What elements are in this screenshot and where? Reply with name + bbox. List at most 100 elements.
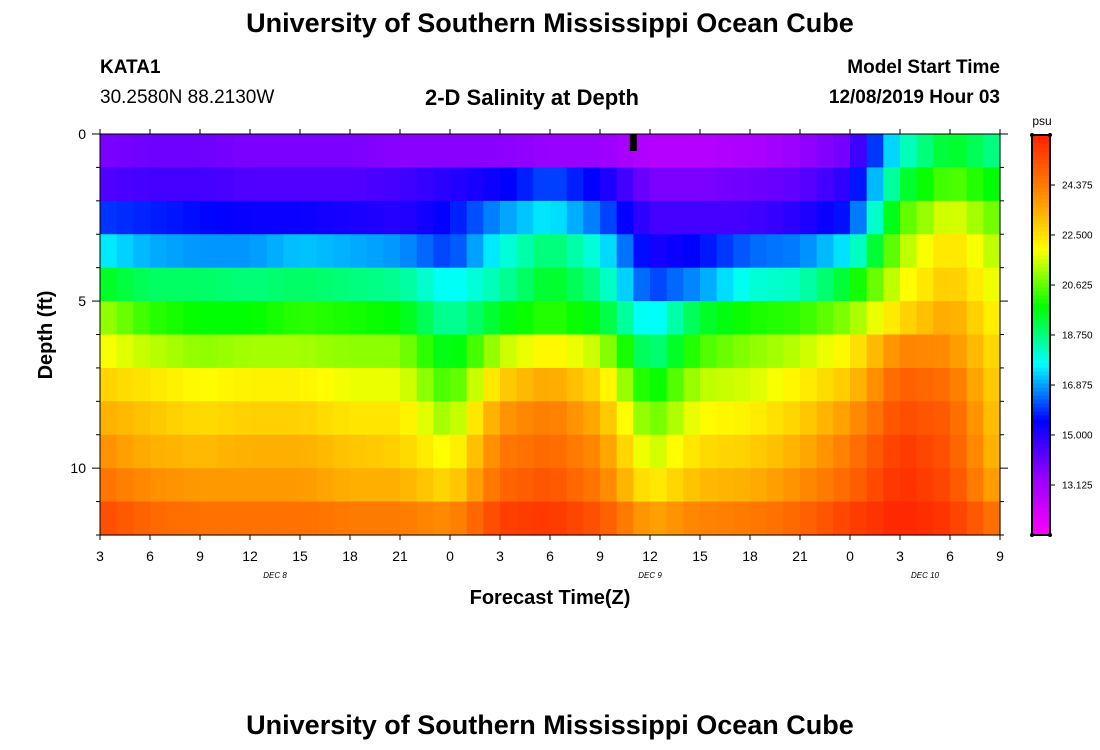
heatmap-cell — [666, 234, 684, 269]
colorbar-label: 15.000 — [1062, 431, 1093, 442]
colorbar-swatch — [1032, 167, 1050, 172]
heatmap-cell — [700, 167, 718, 202]
colorbar-swatch — [1032, 207, 1050, 212]
heatmap-cell — [783, 301, 801, 336]
heatmap-cell — [966, 134, 984, 169]
heatmap-cell — [766, 267, 784, 302]
heatmap-cell — [850, 134, 868, 169]
colorbar-end-dot — [1048, 133, 1052, 137]
heatmap-cell — [166, 334, 184, 369]
y-tick-label: 10 — [70, 460, 86, 476]
heatmap-cell — [766, 367, 784, 402]
heatmap-cell — [166, 234, 184, 269]
heatmap-cell — [316, 434, 334, 469]
heatmap-cell — [633, 167, 651, 202]
heatmap-cell — [116, 267, 134, 302]
heatmap-cell — [400, 301, 418, 336]
colorbar-swatch — [1032, 251, 1050, 256]
heatmap-cell — [566, 301, 584, 336]
heatmap-cell — [533, 434, 551, 469]
heatmap-cell — [666, 401, 684, 436]
heatmap-cell — [450, 401, 468, 436]
plot-title: 2-D Salinity at Depth — [425, 85, 639, 110]
heatmap-cell — [200, 301, 218, 336]
colorbar-swatch — [1032, 163, 1050, 168]
heatmap-cell — [466, 301, 484, 336]
heatmap-cell — [900, 267, 918, 302]
heatmap-cell — [883, 334, 901, 369]
heatmap-cell — [400, 134, 418, 169]
heatmap-cell — [833, 200, 851, 235]
heatmap-cell — [300, 234, 318, 269]
colorbar-label: 22.500 — [1062, 231, 1093, 242]
heatmap-cell — [483, 367, 501, 402]
colorbar-swatch — [1032, 523, 1050, 528]
heatmap-cell — [400, 501, 418, 536]
heatmap-cell — [683, 234, 701, 269]
heatmap-cell — [216, 334, 234, 369]
colorbar-label: 18.750 — [1062, 331, 1093, 342]
heatmap-cell — [883, 434, 901, 469]
heatmap-cell — [966, 501, 984, 536]
heatmap-cell — [150, 334, 168, 369]
heatmap-cell — [100, 134, 118, 169]
heatmap-cell — [250, 301, 268, 336]
colorbar-label: 24.375 — [1062, 181, 1093, 192]
heatmap-cell — [400, 167, 418, 202]
heatmap-cell — [816, 401, 834, 436]
heatmap-cell — [533, 200, 551, 235]
heatmap-cell — [800, 234, 818, 269]
heatmap-cell — [833, 468, 851, 503]
heatmap-cell — [350, 167, 368, 202]
heatmap-cell — [900, 234, 918, 269]
heatmap-cell — [133, 134, 151, 169]
heatmap-cell — [733, 501, 751, 536]
heatmap-cell — [850, 301, 868, 336]
heatmap-cell — [483, 301, 501, 336]
heatmap-cell — [950, 301, 968, 336]
heatmap-cell — [366, 267, 384, 302]
heatmap-cell — [233, 434, 251, 469]
heatmap-cell — [116, 301, 134, 336]
heatmap-cell — [283, 401, 301, 436]
heatmap-cell — [316, 301, 334, 336]
heatmap-cell — [933, 134, 951, 169]
heatmap-cell — [500, 334, 518, 369]
heatmap-cell — [166, 167, 184, 202]
heatmap-cell — [750, 267, 768, 302]
heatmap-cell — [483, 134, 501, 169]
heatmap-cell — [116, 200, 134, 235]
heatmap-cell — [216, 367, 234, 402]
heatmap-cell — [366, 434, 384, 469]
heatmap-cell — [783, 267, 801, 302]
heatmap-cell — [250, 468, 268, 503]
heatmap-cell — [416, 301, 434, 336]
heatmap-cell — [816, 134, 834, 169]
colorbar-swatch — [1032, 507, 1050, 512]
heatmap-cell — [550, 334, 568, 369]
heatmap-cell — [933, 468, 951, 503]
colorbar-swatch — [1032, 343, 1050, 348]
colorbar-swatch — [1032, 235, 1050, 240]
heatmap-cell — [650, 367, 668, 402]
heatmap-cell — [816, 468, 834, 503]
heatmap-cell — [666, 367, 684, 402]
heatmap-cell — [216, 434, 234, 469]
heatmap-cell — [666, 468, 684, 503]
colorbar-swatch — [1032, 199, 1050, 204]
heatmap-cell — [200, 334, 218, 369]
colorbar-label: 20.625 — [1062, 281, 1093, 292]
heatmap-cell — [383, 134, 401, 169]
heatmap-cell — [616, 401, 634, 436]
heatmap-cell — [250, 334, 268, 369]
model-start-label: Model Start Time — [847, 57, 1000, 78]
heatmap-cell — [733, 468, 751, 503]
heatmap-cell — [633, 501, 651, 536]
heatmap-cell — [983, 434, 1001, 469]
x-tick-label: 18 — [342, 548, 358, 564]
x-tick-label: 6 — [946, 548, 954, 564]
heatmap-cell — [733, 301, 751, 336]
heatmap-cell — [783, 501, 801, 536]
heatmap-cell — [616, 134, 634, 169]
